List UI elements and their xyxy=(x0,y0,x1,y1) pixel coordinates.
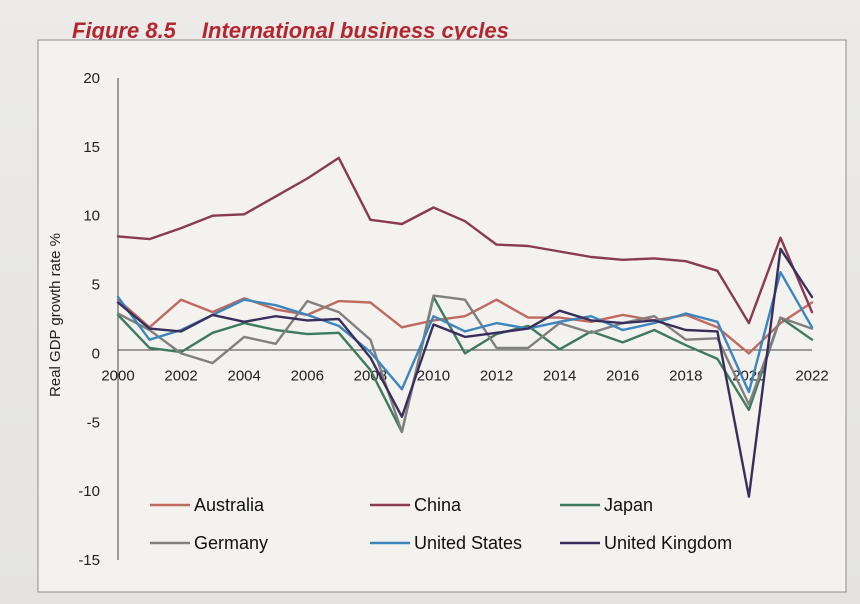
series-line-united-kingdom xyxy=(116,247,814,498)
y-tick-label: 20 xyxy=(83,70,100,87)
x-tick-label: 2010 xyxy=(417,367,450,384)
legend-label-japan: Japan xyxy=(604,495,653,515)
series-line-china xyxy=(116,156,814,325)
x-tick-label: 2022 xyxy=(795,367,828,384)
legend-label-australia: Australia xyxy=(194,495,265,515)
x-tick-label: 2002 xyxy=(164,367,197,384)
x-tick-label: 2016 xyxy=(606,367,639,384)
y-tick-label: 0 xyxy=(92,345,100,362)
y-axis-label: Real GDP growth rate % xyxy=(47,233,64,397)
legend-label-united-kingdom: United Kingdom xyxy=(604,533,732,553)
figure-number: Figure 8.5 xyxy=(72,18,176,43)
legend-label-united-states: United States xyxy=(414,533,522,553)
x-tick-label: 2012 xyxy=(480,367,513,384)
y-tick-label: -5 xyxy=(87,414,100,431)
x-tick-label: 2018 xyxy=(669,367,702,384)
y-tick-label: -15 xyxy=(78,552,100,569)
series-lines xyxy=(116,156,814,498)
y-tick-labels: 20 15 10 5 0 -5 -10 -15 xyxy=(78,70,100,569)
chart-area xyxy=(37,39,847,593)
legend: Australia China Japan Germany United States U… xyxy=(150,495,732,553)
x-tick-label: 2000 xyxy=(101,367,134,384)
series-line-japan xyxy=(116,295,814,434)
x-tick-label: 2014 xyxy=(543,367,576,384)
figure-title: International business cycles xyxy=(201,18,509,43)
series-line-united-states xyxy=(116,271,814,394)
x-tick-label: 2004 xyxy=(227,367,260,384)
y-tick-label: 5 xyxy=(92,277,100,294)
legend-label-china: China xyxy=(414,495,462,515)
legend-label-germany: Germany xyxy=(194,533,268,553)
y-tick-label: 10 xyxy=(83,208,100,225)
y-tick-label: 15 xyxy=(83,139,100,156)
x-tick-label: 2006 xyxy=(291,367,324,384)
y-tick-label: -10 xyxy=(78,483,100,500)
series-line-germany xyxy=(116,294,814,434)
series-line-australia xyxy=(116,297,814,355)
figure-caption: Figure 8.5 International business cycles xyxy=(72,18,509,44)
